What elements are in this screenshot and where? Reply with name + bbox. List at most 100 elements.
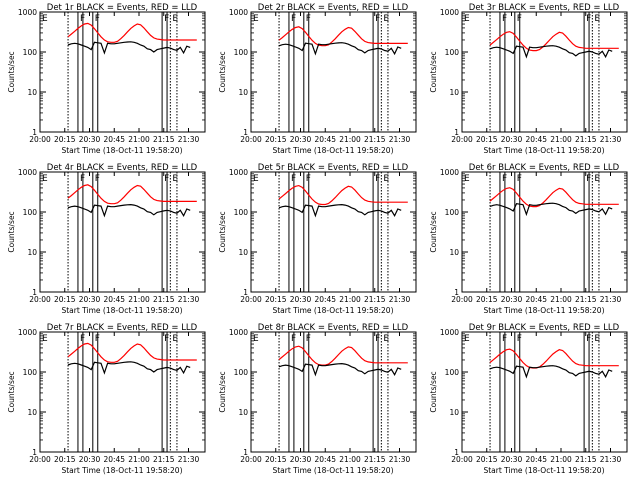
x-tick-label: 20:30	[290, 455, 312, 464]
y-axis-label: Counts/sec	[7, 51, 16, 92]
x-tick-label: 20:00	[451, 135, 473, 144]
region-label: F	[586, 14, 591, 24]
x-tick-label: 21:30	[600, 455, 622, 464]
region-label: F	[586, 334, 591, 344]
region-label: F	[306, 14, 311, 24]
x-tick-label: 21:00	[339, 295, 361, 304]
region-label: E	[383, 14, 389, 24]
panel-det-7r: Det 7r BLACK = Events, RED = LLD Start T…	[7, 323, 206, 475]
x-tick-label: 20:15	[476, 135, 498, 144]
x-tick-label: 21:30	[178, 455, 200, 464]
y-tick-label: 10	[238, 88, 248, 97]
events-series-line	[278, 203, 402, 218]
region-label: F	[164, 174, 169, 184]
x-tick-label: 20:45	[314, 455, 336, 464]
x-tick-label: 21:30	[600, 295, 622, 304]
region-label: F	[586, 174, 591, 184]
x-tick-label: 20:15	[54, 135, 76, 144]
region-label: E	[253, 14, 259, 24]
x-axis-label: Start Time (18-Oct-11 19:58:20)	[272, 146, 393, 155]
x-tick-label: 20:00	[240, 135, 262, 144]
region-label: F	[306, 334, 311, 344]
region-label: E	[42, 334, 48, 344]
y-tick-label: 100	[234, 48, 249, 57]
y-axis-label: Counts/sec	[7, 211, 16, 252]
region-label: E	[42, 14, 48, 24]
plot-title: Det 8r BLACK = Events, RED = LLD	[258, 323, 409, 333]
y-tick-label: 1000	[440, 328, 459, 337]
plot-title: Det 2r BLACK = Events, RED = LLD	[258, 3, 409, 13]
plot-title: Det 9r BLACK = Events, RED = LLD	[469, 323, 620, 333]
x-tick-label: 20:15	[54, 455, 76, 464]
x-tick-label: 20:15	[54, 295, 76, 304]
x-tick-label: 20:00	[29, 135, 51, 144]
x-tick-label: 20:45	[525, 295, 547, 304]
x-axis-label: Start Time (18-Oct-11 19:58:20)	[483, 306, 604, 315]
region-label: E	[172, 334, 178, 344]
lld-series-line	[489, 348, 619, 369]
events-series-line	[67, 41, 191, 55]
y-tick-label: 100	[234, 208, 249, 217]
x-tick-label: 20:15	[476, 455, 498, 464]
x-axis-label: Start Time (18-Oct-11 19:58:20)	[483, 466, 604, 475]
y-tick-label: 10	[27, 88, 37, 97]
plot-frame	[39, 331, 206, 453]
x-tick-label: 21:15	[364, 135, 386, 144]
plot-title: Det 5r BLACK = Events, RED = LLD	[258, 163, 409, 173]
y-tick-label: 10	[238, 248, 248, 257]
x-tick-label: 21:00	[339, 455, 361, 464]
x-tick-label: 20:45	[103, 135, 125, 144]
y-tick-label: 1	[32, 448, 37, 457]
x-tick-label: 21:00	[128, 135, 150, 144]
plot-frame	[250, 171, 417, 293]
y-tick-label: 1	[32, 288, 37, 297]
x-tick-label: 20:00	[451, 295, 473, 304]
region-label: E	[594, 174, 600, 184]
panel-det-6r: Det 6r BLACK = Events, RED = LLD Start T…	[429, 163, 628, 315]
region-label: E	[383, 334, 389, 344]
x-tick-label: 20:30	[501, 135, 523, 144]
y-tick-label: 1	[243, 448, 248, 457]
x-tick-label: 21:15	[364, 455, 386, 464]
x-tick-label: 21:15	[575, 455, 597, 464]
y-tick-label: 1	[32, 128, 37, 137]
plot-title: Det 6r BLACK = Events, RED = LLD	[469, 163, 620, 173]
plot-frame	[250, 11, 417, 133]
region-label: F	[502, 334, 507, 344]
region-label: F	[95, 14, 100, 24]
x-tick-label: 21:00	[128, 295, 150, 304]
y-tick-label: 10	[449, 248, 459, 257]
x-tick-label: 21:15	[153, 135, 175, 144]
y-tick-label: 1000	[18, 8, 37, 17]
y-tick-label: 10	[449, 88, 459, 97]
region-label: F	[80, 14, 85, 24]
y-tick-label: 10	[238, 408, 248, 417]
events-series-line	[278, 362, 402, 377]
x-tick-label: 21:30	[389, 135, 411, 144]
x-tick-label: 20:45	[103, 295, 125, 304]
region-label: F	[375, 174, 380, 184]
region-label: E	[172, 14, 178, 24]
x-tick-label: 21:30	[389, 455, 411, 464]
panel-det-8r: Det 8r BLACK = Events, RED = LLD Start T…	[218, 323, 417, 475]
panel-det-4r: Det 4r BLACK = Events, RED = LLD Start T…	[7, 163, 206, 315]
lld-series-line	[67, 342, 197, 363]
events-series-line	[67, 361, 191, 375]
x-tick-label: 20:15	[265, 135, 287, 144]
plot-title: Det 4r BLACK = Events, RED = LLD	[47, 163, 198, 173]
region-label: E	[464, 334, 470, 344]
x-tick-label: 21:30	[178, 295, 200, 304]
x-tick-label: 21:00	[550, 295, 572, 304]
y-tick-label: 1000	[18, 168, 37, 177]
plot-frame	[39, 171, 206, 293]
y-tick-label: 100	[445, 208, 460, 217]
plot-frame	[461, 11, 628, 133]
plot-frame	[39, 11, 206, 133]
region-label: E	[253, 334, 259, 344]
plot-frame	[461, 331, 628, 453]
y-tick-label: 10	[27, 248, 37, 257]
x-tick-label: 20:30	[501, 455, 523, 464]
y-axis-label: Counts/sec	[429, 371, 438, 412]
x-tick-label: 20:30	[290, 135, 312, 144]
y-tick-label: 1000	[440, 168, 459, 177]
